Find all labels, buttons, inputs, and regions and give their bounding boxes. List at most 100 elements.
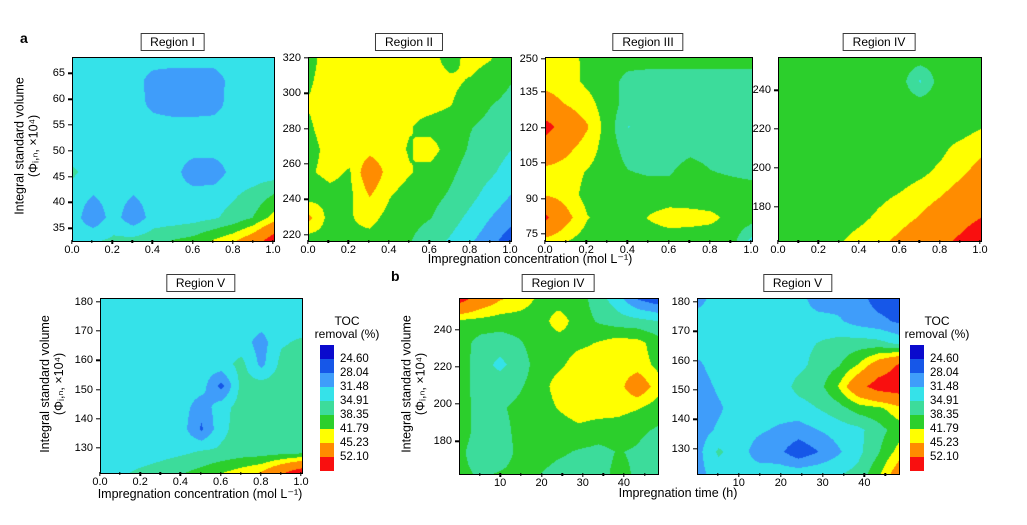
x-tick-mark	[191, 240, 194, 244]
x-tick-mark	[817, 240, 820, 244]
legend-boundary-label: 41.79	[930, 423, 959, 435]
contour-canvas-region-iv-a	[778, 57, 982, 242]
x-minor-tick-mark	[729, 240, 732, 243]
x-minor-tick-mark	[959, 240, 961, 243]
legend-swatch-7	[910, 443, 924, 457]
legend-swatch-0	[910, 345, 924, 359]
y-tick-label: 320	[282, 51, 301, 64]
legend-swatch-1	[910, 359, 924, 373]
x-tick-mark	[260, 472, 262, 476]
y-tick-label: 120	[519, 122, 538, 134]
plot-title-region-v-a: Region V	[165, 274, 236, 292]
y-tick-mark	[96, 359, 100, 361]
legend-boundary-label: 31.48	[340, 381, 369, 393]
y-tick-label: 180	[671, 295, 690, 308]
legend-swatch-3	[320, 387, 334, 401]
y-tick-label: 35	[52, 222, 65, 235]
x-tick-label: 0.8	[225, 244, 241, 256]
y-tick-label: 170	[74, 325, 93, 338]
x-tick-mark	[347, 240, 350, 244]
x-tick-label: 0.4	[381, 244, 397, 256]
legend-boundary-label: 52.10	[340, 451, 369, 463]
legend-title: TOC removal (%)	[898, 315, 976, 341]
contour-canvas-region-iii-a	[545, 57, 753, 242]
legend-swatch-4	[320, 401, 334, 415]
y-axis-label-region-v-a: Integral standard volume (Φᵢ,ₙ, ×10⁴)	[38, 297, 66, 471]
y-tick-label: 200	[433, 398, 452, 411]
contour-plot-region-ii-a: Region II 320 300 280 260 240 220 0.0 0.2 0.4 0.6 0…	[283, 33, 518, 256]
y-tick-mark	[693, 330, 697, 332]
x-tick-label: 1.0	[293, 476, 309, 488]
plot-title-region-ii-a: Region II	[374, 33, 444, 51]
x-tick-mark	[979, 240, 981, 244]
x-tick-label: 1.0	[265, 244, 281, 256]
x-tick-label: 0.2	[132, 476, 148, 488]
plot-title-region-iv-b: Region IV	[521, 274, 595, 292]
x-tick-label: 30	[576, 477, 589, 489]
y-tick-label: 140	[74, 412, 93, 425]
plot-title-region-iv-a: Region IV	[842, 33, 916, 51]
x-tick-label: 0.6	[891, 244, 907, 256]
legend-swatch-6	[910, 429, 924, 443]
legend-boundary-label: 45.23	[930, 437, 959, 449]
plot-title-region-i-a: Region I	[140, 33, 205, 51]
x-tick-mark	[898, 240, 900, 244]
y-tick-mark	[68, 72, 72, 75]
y-tick-label: 55	[52, 119, 65, 132]
x-tick-mark	[585, 240, 587, 244]
y-axis-label-panel-b: Integral standard volume (Φᵢ,ₙ, ×10⁴)	[400, 297, 428, 472]
toc-colorbar: 24.60 28.04 31.48 34.91 38.35 41.79 45.23 52.10	[910, 345, 959, 471]
contour-plot-region-iii-a: Region III 250 135 120 105 90 75 0.0 0.2 0.4 0.6 0.…	[520, 33, 759, 256]
x-minor-tick-mark	[918, 240, 921, 243]
x-tick-label: 0.0	[537, 244, 553, 256]
legend-boundary-label: 41.79	[340, 423, 369, 435]
legend-boundary-label: 38.35	[930, 409, 959, 421]
x-tick-mark	[509, 240, 511, 244]
legend-boundary-label: 28.04	[340, 367, 369, 379]
x-minor-tick-mark	[837, 240, 840, 243]
x-tick-label: 0.6	[660, 244, 677, 256]
legend-boundary-label: 31.48	[930, 381, 959, 393]
x-minor-tick-mark	[211, 240, 214, 243]
y-tick-label: 160	[671, 354, 690, 367]
legend-boundary-label: 34.91	[340, 395, 369, 407]
x-minor-tick-mark	[252, 240, 254, 243]
x-tick-mark	[499, 473, 501, 477]
y-tick-mark	[304, 198, 308, 200]
y-tick-label: 300	[282, 87, 301, 100]
x-minor-tick-mark	[606, 240, 608, 243]
y-tick-label: 220	[433, 360, 452, 373]
y-axis-label-line1: Integral standard volume	[12, 77, 27, 215]
y-axis-label-line2: (Φᵢ,ₙ, ×10⁴)	[52, 352, 66, 416]
x-tick-label: 0.0	[770, 244, 786, 256]
y-tick-mark	[455, 403, 459, 405]
x-tick-label: 40	[858, 477, 871, 489]
y-tick-label: 240	[752, 84, 771, 97]
x-tick-mark	[300, 472, 302, 476]
y-tick-label: 65	[52, 67, 65, 80]
y-tick-mark	[96, 388, 100, 391]
y-tick-mark	[774, 128, 778, 130]
y-tick-mark	[304, 92, 308, 94]
legend-boundary-label: 24.60	[930, 353, 959, 365]
x-tick-mark	[938, 240, 941, 244]
legend-swatch-5	[910, 415, 924, 429]
y-tick-label: 140	[671, 413, 690, 426]
x-tick-mark	[219, 472, 222, 476]
legend-swatch-1	[320, 359, 334, 373]
legend-boundary-label: 28.04	[930, 367, 959, 379]
y-tick-label: 240	[282, 193, 301, 206]
y-tick-label: 250	[519, 53, 538, 65]
panel-label-a: a	[20, 30, 28, 46]
y-tick-mark	[541, 91, 545, 93]
y-tick-mark	[693, 448, 697, 450]
x-tick-mark	[858, 240, 860, 244]
x-tick-mark	[428, 240, 430, 244]
y-tick-label: 180	[433, 435, 452, 448]
x-tick-label: 0.8	[702, 244, 718, 256]
y-axis-label-panel-a: Integral standard volume (Φᵢ,ₙ, ×10⁴)	[13, 55, 41, 238]
y-tick-label: 170	[671, 325, 690, 338]
panel-label-b: b	[391, 268, 400, 284]
legend-boundary-label: 24.60	[340, 353, 369, 365]
